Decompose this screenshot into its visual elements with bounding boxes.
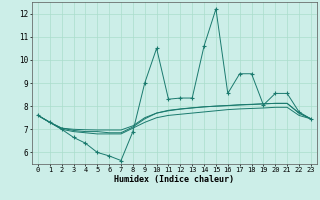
X-axis label: Humidex (Indice chaleur): Humidex (Indice chaleur) <box>115 175 234 184</box>
